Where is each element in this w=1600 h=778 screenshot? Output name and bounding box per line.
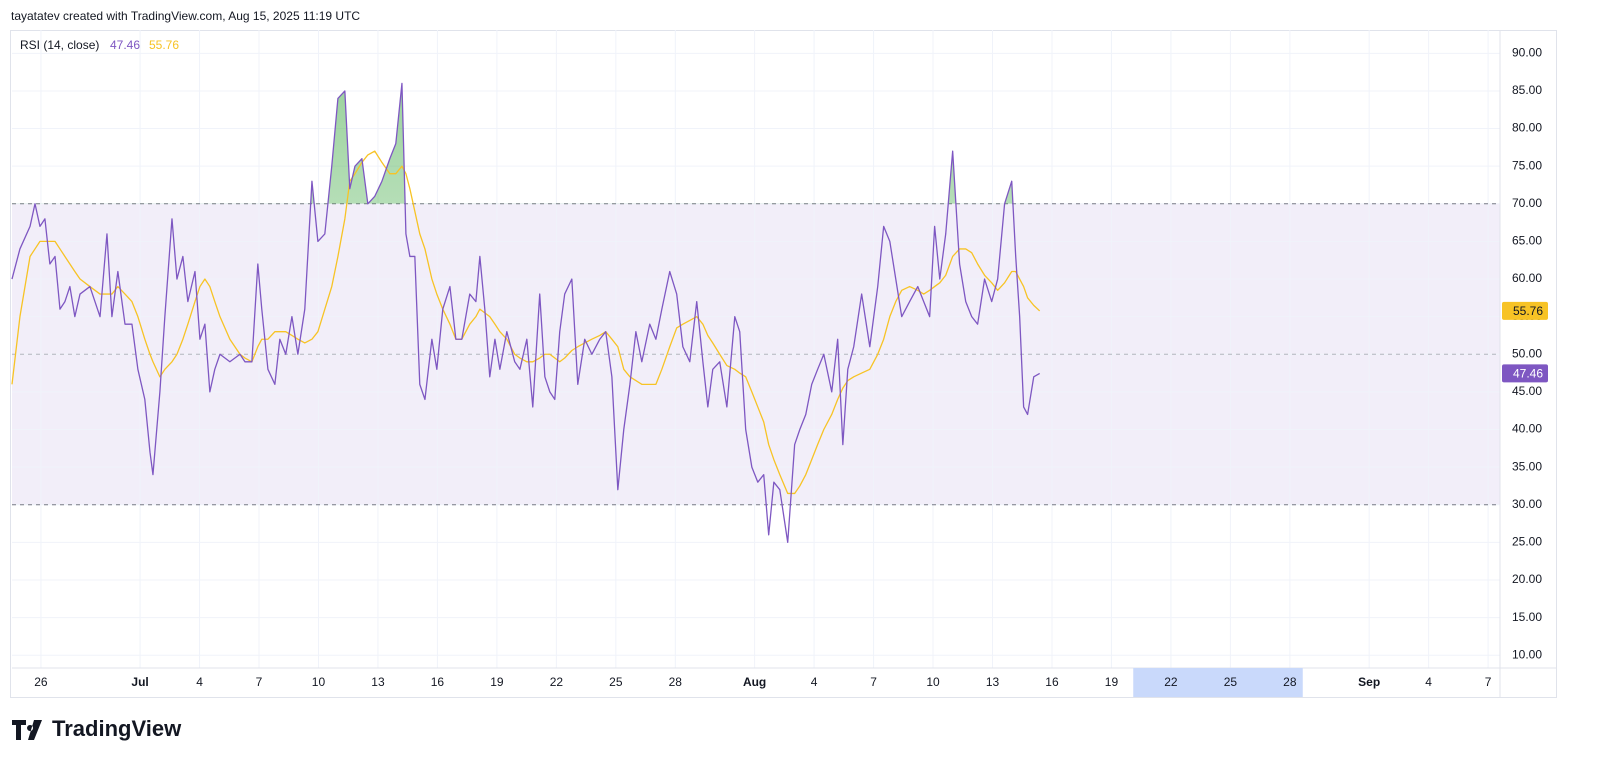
x-tick-label: 28 [669, 675, 683, 689]
x-tick-label: 4 [196, 675, 203, 689]
legend-ma-value: 55.76 [149, 38, 179, 52]
series-line [11, 82, 1041, 544]
x-tick-label: 13 [986, 675, 1000, 689]
legend-rsi-value: 47.46 [110, 38, 140, 52]
last-value-badge [1502, 364, 1548, 383]
y-tick-label: 45.00 [1512, 384, 1542, 398]
x-tick-label: 19 [1105, 675, 1119, 689]
y-tick-label: 85.00 [1512, 83, 1542, 97]
last-value-badge [1502, 301, 1548, 320]
x-tick-label: 22 [1164, 675, 1178, 689]
x-tick-label: 4 [811, 675, 818, 689]
x-tick-label: 22 [550, 675, 564, 689]
overbought-fill [310, 83, 1013, 204]
x-tick-label: Jul [131, 675, 148, 689]
y-tick-label: 70.00 [1512, 196, 1542, 210]
x-tick-label: 4 [1425, 675, 1432, 689]
x-tick-label: 25 [1224, 675, 1238, 689]
y-tick-label: 15.00 [1512, 610, 1542, 624]
x-tick-label: 10 [312, 675, 326, 689]
frame [10, 30, 1557, 698]
series-line [11, 150, 1041, 495]
attribution: tayatatev created with TradingView.com, … [11, 9, 360, 23]
brand: TradingView [52, 716, 182, 741]
x-tick-label: Sep [1358, 675, 1380, 689]
y-tick-label: 25.00 [1512, 535, 1542, 549]
x-tick-label: 25 [609, 675, 623, 689]
x-tick-label: 13 [371, 675, 385, 689]
plot: 26 Jul 4 7 10 13 16 19 22 25 28 Aug 4 7 10 13 16 19 22 25 28… [11, 30, 1556, 697]
x-tick-label: 28 [1283, 675, 1297, 689]
y-tick-label: 90.00 [1512, 45, 1542, 59]
logo: TradingView [12, 716, 182, 741]
y-tick-label: 40.00 [1512, 422, 1542, 436]
x-tick-label: 16 [431, 675, 445, 689]
legend-title: RSI (14, close) [20, 38, 99, 52]
y-tick-label: 10.00 [1512, 647, 1542, 661]
x-tick-label: 10 [926, 675, 940, 689]
y-tick-label: 65.00 [1512, 234, 1542, 248]
y-tick-label: 75.00 [1512, 158, 1542, 172]
y-tick-label: 60.00 [1512, 271, 1542, 285]
x-tick-label: 16 [1045, 675, 1059, 689]
last-value-label: 47.46 [1513, 367, 1543, 381]
y-tick-label: 20.00 [1512, 572, 1542, 586]
x-tick-label: 26 [34, 675, 48, 689]
x-tick-label: Aug [743, 675, 766, 689]
y-tick-label: 35.00 [1512, 459, 1542, 473]
last-value-label: 55.76 [1513, 304, 1543, 318]
x-tick-label: 7 [870, 675, 877, 689]
y-tick-label: 50.00 [1512, 346, 1542, 360]
x-tick-label: 7 [1485, 675, 1492, 689]
x-tick-label: 19 [490, 675, 504, 689]
x-tick-label: 7 [256, 675, 263, 689]
y-tick-label: 80.00 [1512, 121, 1542, 135]
y-tick-label: 30.00 [1512, 497, 1542, 511]
x-highlight [1133, 668, 1303, 697]
